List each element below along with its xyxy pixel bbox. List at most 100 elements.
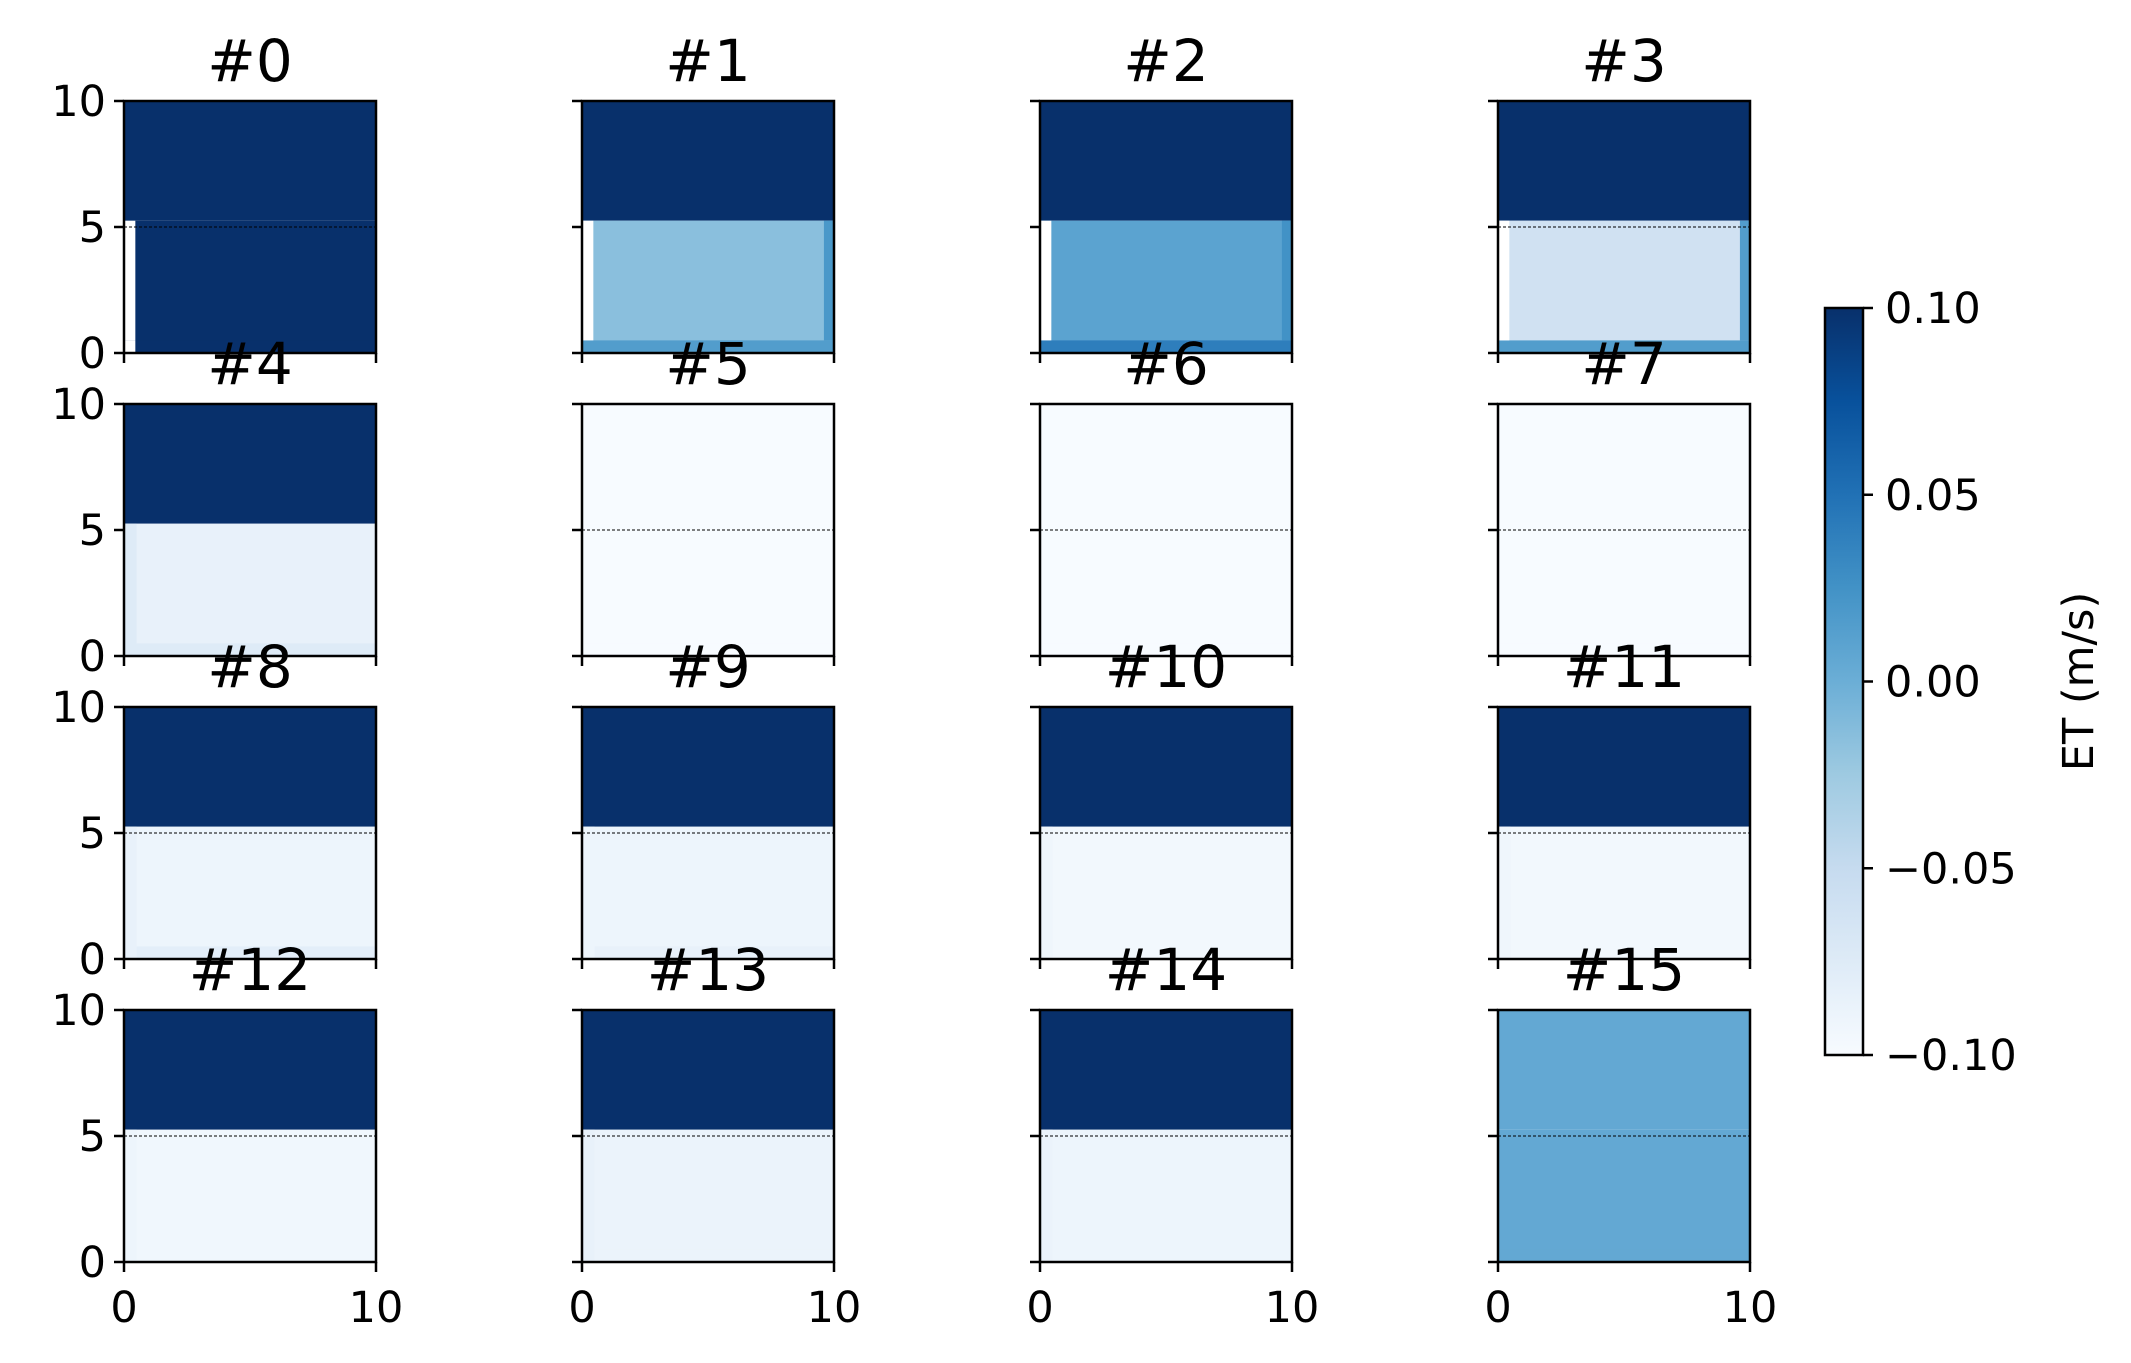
x-tick-label: 0 (1484, 1283, 1511, 1333)
cell-bottom (582, 946, 834, 959)
panel-title: #11 (1563, 633, 1685, 701)
x-tick-label: 0 (1026, 1283, 1053, 1333)
cell-bottom (124, 340, 376, 353)
cell-body (1498, 826, 1750, 959)
cell-right-edge (823, 220, 834, 341)
panel-title: #4 (207, 330, 293, 398)
panel-title: #13 (647, 936, 769, 1004)
cell-body (1040, 220, 1292, 353)
panel-title: #5 (665, 330, 751, 398)
cell-left-edge (1498, 826, 1511, 959)
panel-title: #14 (1105, 936, 1227, 1004)
cell-left-edge (124, 523, 137, 656)
cell-body (124, 826, 376, 959)
x-tick-label: 10 (1265, 1283, 1320, 1333)
x-tick-label: 10 (807, 1283, 862, 1333)
y-tick-label: 0 (79, 329, 106, 379)
y-tick-label: 10 (51, 683, 106, 733)
x-tick-label: 0 (568, 1283, 595, 1333)
masked-strip (1498, 220, 1510, 341)
colorbar-tick-label: 0.10 (1885, 284, 1981, 334)
cell-right-edge (1739, 220, 1750, 341)
cell-top (1498, 707, 1750, 827)
masked-strip (124, 220, 136, 341)
panel-13: 0 10 #13 (568, 936, 861, 1333)
y-tick-label: 10 (51, 986, 106, 1036)
y-tick-label: 10 (51, 77, 106, 127)
cell-bottom (124, 1249, 376, 1262)
panel-title: #1 (665, 27, 751, 95)
panel-6: #6 (1030, 330, 1294, 666)
colorbar-tick-label: −0.05 (1885, 844, 2017, 894)
cell-top (1040, 1010, 1292, 1130)
cell-bottom (1040, 1249, 1292, 1262)
cell-top (124, 101, 376, 221)
cell-body (124, 220, 376, 353)
colorbar-label: ET (m/s) (2054, 592, 2104, 771)
panel-4: 0 5 10 #4 (51, 330, 378, 682)
masked-strip (1040, 220, 1052, 341)
cell-body (1498, 1129, 1750, 1262)
cell-left-edge (1040, 1129, 1053, 1262)
panel-title: #15 (1563, 936, 1685, 1004)
panel-title: #0 (207, 27, 293, 95)
cell-top (582, 101, 834, 221)
cell-top (1498, 1010, 1750, 1130)
panel-0: 0 5 10 #0 (51, 27, 378, 379)
masked-strip (582, 220, 594, 341)
cell-body (1040, 1129, 1292, 1262)
cell-bottom (1498, 1249, 1750, 1262)
cell-bottom (1040, 946, 1292, 959)
cell-body (124, 1129, 376, 1262)
panel-7: #7 (1488, 330, 1752, 666)
cell-bottom (1498, 946, 1750, 959)
cell-top (1040, 707, 1292, 827)
panel-title: #2 (1123, 27, 1209, 95)
panel-title: #9 (665, 633, 751, 701)
cell-bottom (582, 643, 834, 656)
cell-top (1040, 101, 1292, 221)
colorbar: 0.10 0.05 0.00 −0.05 −0.10 ET (m/s) (1823, 284, 2104, 1081)
cell-left-edge (582, 1129, 595, 1262)
masked-strip-bottom (124, 340, 136, 353)
cell-top (582, 1010, 834, 1130)
cell-bottom (1498, 643, 1750, 656)
panel-11: #11 (1488, 633, 1752, 969)
cell-body (124, 523, 376, 656)
cell-bottom (124, 643, 376, 656)
panel-9: #9 (572, 633, 836, 969)
panel-14: 0 10 #14 (1026, 936, 1319, 1333)
colorbar-tick-label: 0.00 (1885, 658, 1981, 708)
cell-left-edge (124, 1129, 137, 1262)
panel-title: #6 (1123, 330, 1209, 398)
cell-right-edge (1281, 220, 1292, 341)
colorbar-tick-label: −0.10 (1885, 1031, 2017, 1081)
cell-top (582, 404, 834, 524)
colorbar-gradient (1823, 306, 1865, 1057)
colorbar-tick-label: 0.05 (1885, 471, 1981, 521)
cell-top (1498, 404, 1750, 524)
panel-2: #2 (1030, 27, 1294, 363)
cell-left-edge (582, 826, 595, 959)
cell-body (582, 826, 834, 959)
cell-left-edge (1040, 826, 1053, 959)
panel-3: #3 (1488, 27, 1752, 363)
cell-bottom (1040, 340, 1292, 353)
y-tick-label: 10 (51, 380, 106, 430)
cell-top (124, 1010, 376, 1130)
panels-layer: 0 5 10 #0 #1 #2 #3 0 5 10 #4 #5 #6 #7 0 5 10 #8 #9 #10 #11 0 5… (51, 27, 1777, 1333)
panel-8: 0 5 10 #8 (51, 633, 378, 985)
panel-10: #10 (1030, 633, 1294, 969)
cell-body (582, 220, 834, 353)
panel-15: 0 10 #15 (1484, 936, 1777, 1333)
cell-top (1040, 404, 1292, 524)
cell-bottom (1040, 643, 1292, 656)
cell-bottom (1498, 340, 1750, 353)
y-tick-label: 0 (79, 1238, 106, 1288)
cell-bottom (124, 946, 376, 959)
cell-body (582, 1129, 834, 1262)
panel-title: #12 (189, 936, 311, 1004)
panel-title: #8 (207, 633, 293, 701)
